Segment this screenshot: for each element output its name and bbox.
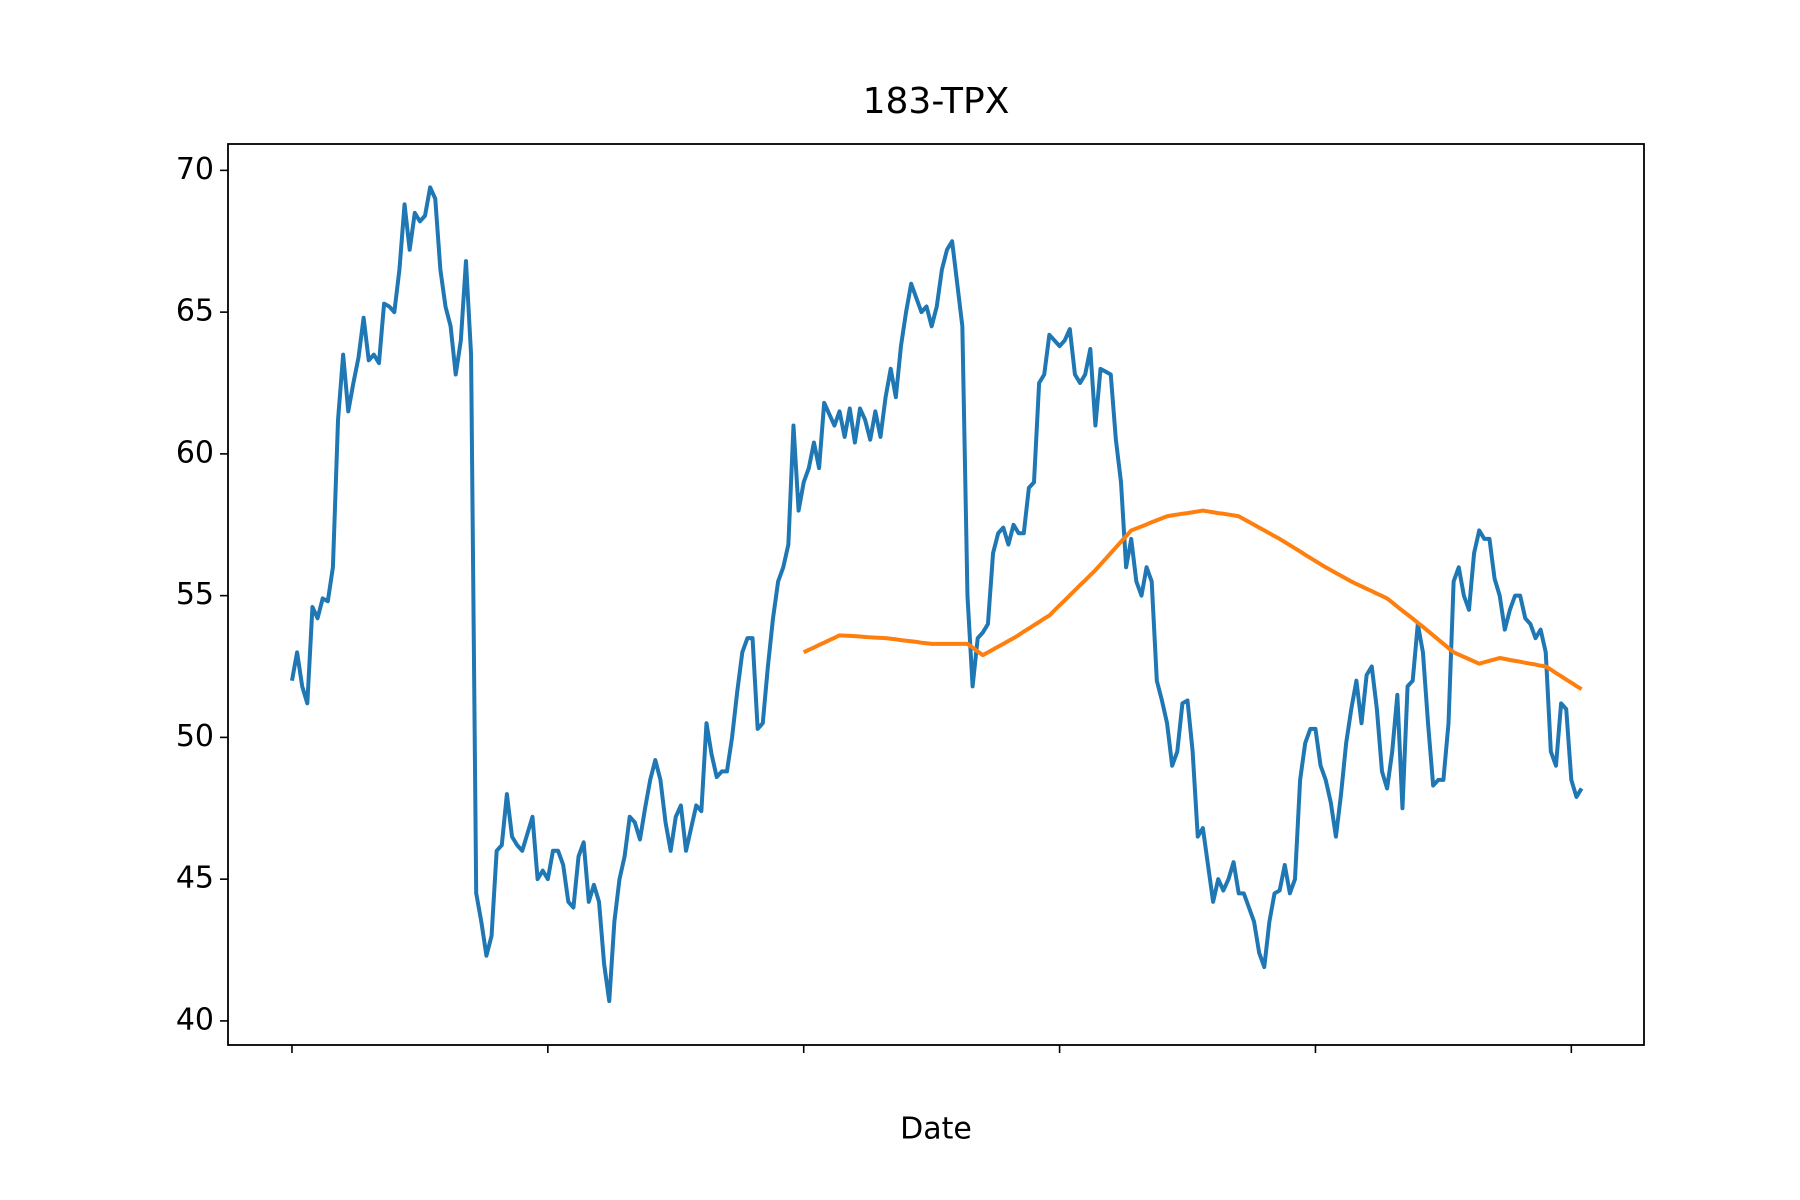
y-tick-label: 40 xyxy=(176,1002,214,1037)
y-tick-label: 50 xyxy=(176,719,214,754)
chart-title: 183-TPX xyxy=(863,81,1010,122)
y-tick-label: 55 xyxy=(176,577,214,612)
y-tick-label: 45 xyxy=(176,861,214,896)
y-tick-label: 60 xyxy=(176,435,214,470)
line-series xyxy=(290,185,1584,1004)
x-axis-label: Date xyxy=(900,1112,972,1147)
y-tick-label: 65 xyxy=(176,294,214,329)
y-tick-label: 70 xyxy=(176,152,214,187)
line-series xyxy=(802,508,1583,691)
plot-frame xyxy=(227,143,1645,1046)
